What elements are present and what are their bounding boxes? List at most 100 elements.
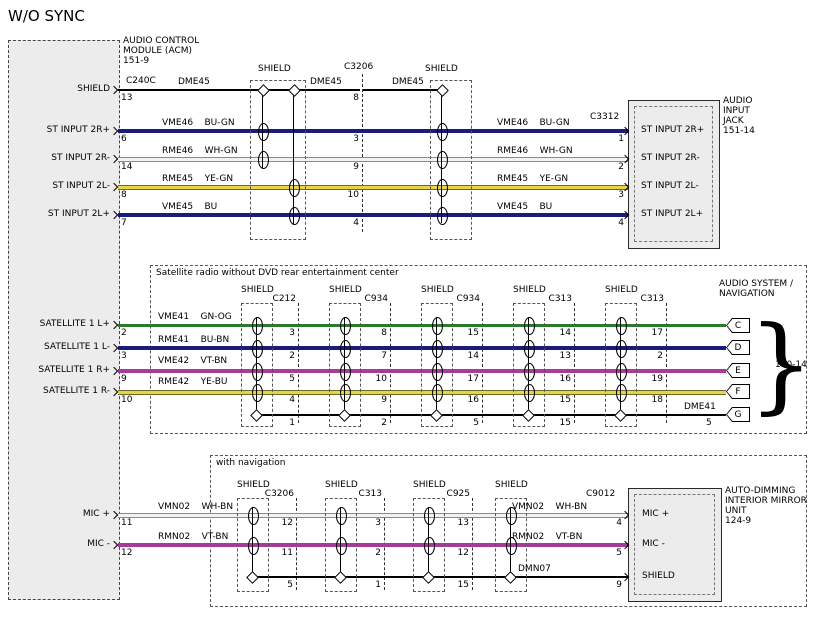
acm-pin-label: SHIELD — [77, 84, 110, 94]
pin-number: 10 — [375, 374, 387, 384]
audio-system-title-line2: NAVIGATION — [719, 289, 775, 299]
connector-label: C313 — [640, 294, 664, 304]
shield-label: SHIELD — [325, 480, 358, 490]
wire-label: RME46 WH-GN — [497, 146, 573, 156]
wire-segment — [256, 414, 726, 416]
connector-label-c3312: C3312 — [590, 112, 620, 122]
acm-pin-label: MIC + — [82, 509, 110, 519]
shield-oval-icon — [524, 340, 535, 358]
pin-number: 5 — [287, 580, 293, 590]
pin-number: 8 — [121, 190, 127, 200]
navigation-section-box — [210, 455, 807, 607]
pin-number: 7 — [381, 351, 387, 361]
acm-pin-label: SATELLITE 1 R- — [43, 386, 110, 396]
shield-label: SHIELD — [241, 285, 274, 295]
acm-pin-label: MIC - — [87, 539, 110, 549]
pin-number: 11 — [281, 548, 293, 558]
mirror-unit-inner — [634, 494, 715, 595]
shield-oval-icon — [252, 317, 263, 335]
pin-number: 14 — [121, 162, 133, 172]
shield-label: SHIELD — [329, 285, 362, 295]
wire-st-input-2r-minus — [118, 157, 628, 162]
acm-pin-label: ST INPUT 2R- — [51, 153, 110, 163]
circuit-tag-d: D — [726, 340, 750, 355]
audio-system-title-line1: AUDIO SYSTEM / — [719, 279, 794, 289]
shield-label: SHIELD — [605, 285, 638, 295]
wire-label: RME42 YE-BU — [158, 377, 228, 387]
wire-label: RMN02 VT-BN — [512, 532, 583, 542]
wire-label: DME45 — [310, 77, 342, 87]
pin-number: 12 — [121, 548, 133, 558]
jack-pin-label: ST INPUT 2R+ — [641, 125, 705, 135]
pin-number: 16 — [559, 374, 571, 384]
shield-label: SHIELD — [495, 480, 528, 490]
shield-box — [413, 498, 445, 592]
connector-label-c9012: C9012 — [586, 489, 616, 499]
shield-oval-icon — [437, 179, 448, 197]
wire-label: RME45 YE-GN — [162, 174, 234, 184]
pin-number: 13 — [121, 93, 133, 103]
wire-st-input-2l-minus — [118, 185, 628, 190]
wire-label: RME45 YE-GN — [497, 174, 569, 184]
connector-line-c212 — [298, 303, 299, 423]
shield-oval-icon — [432, 317, 443, 335]
pin-number: 16 — [467, 395, 479, 405]
pin-number: 4 — [289, 395, 295, 405]
pin-number: 14 — [559, 328, 571, 338]
shield-box — [250, 80, 306, 240]
satellite-section-label: Satellite radio without DVD rear enterta… — [156, 268, 399, 278]
audio-input-jack-box — [628, 100, 720, 249]
shield-oval-icon — [252, 384, 263, 402]
wire-label: DME45 — [178, 77, 210, 87]
pin-number: 3 — [121, 351, 127, 361]
wire-label: VMN02 WH-BN — [158, 502, 234, 512]
pin-number: 4 — [616, 518, 622, 528]
pin-number: 7 — [121, 218, 127, 228]
shield-box — [513, 303, 545, 427]
shield-oval-icon — [340, 317, 351, 335]
shield-oval-icon — [248, 507, 259, 525]
acm-pin-label: ST INPUT 2R+ — [46, 125, 110, 135]
wire-satellite-1l-plus — [118, 324, 726, 327]
pin-number: 2 — [618, 162, 624, 172]
jack-pin-label: ST INPUT 2L- — [641, 181, 699, 191]
pin-number: 2 — [289, 351, 295, 361]
shield-label: SHIELD — [513, 285, 546, 295]
wire-label: RME46 WH-GN — [162, 146, 238, 156]
pin-number: 13 — [559, 351, 571, 361]
connector-line-c934a — [390, 303, 391, 423]
shield-box — [241, 303, 273, 427]
acm-title-line2: MODULE (ACM) — [123, 46, 192, 56]
shield-oval-icon — [336, 507, 347, 525]
pin-number: 2 — [121, 328, 127, 338]
wire-st-input-2r-plus — [118, 129, 628, 133]
connector-label: C934 — [456, 294, 480, 304]
jack-title-ref: 151-14 — [723, 126, 755, 136]
shield-oval-icon — [340, 384, 351, 402]
shield-oval-icon — [524, 363, 535, 381]
shield-box — [329, 303, 361, 427]
shield-oval-icon — [258, 123, 269, 141]
wire-mic-minus — [118, 543, 628, 547]
wire-label: VME41 GN-OG — [158, 312, 232, 322]
pin-number: 3 — [289, 328, 295, 338]
shield-box — [430, 80, 472, 240]
jack-title-line1: AUDIO — [723, 96, 753, 106]
pin-number: 8 — [381, 328, 387, 338]
pin-number: 3 — [353, 134, 359, 144]
pin-number: 2 — [657, 351, 663, 361]
circuit-tag-letter: D — [734, 342, 742, 353]
shield-box — [421, 303, 453, 427]
shield-oval-icon — [289, 207, 300, 225]
page-title: W/O SYNC — [8, 7, 85, 25]
jack-title-line2: INPUT — [723, 106, 750, 116]
mirror-title-ref: 124-9 — [725, 516, 752, 526]
mirror-pin-label: MIC - — [642, 539, 665, 549]
audio-input-jack-inner — [634, 106, 713, 242]
pin-number: 4 — [618, 218, 624, 228]
shield-oval-icon — [506, 537, 517, 555]
connector-label-c3206: C3206 — [344, 62, 374, 72]
circuit-tag-letter: G — [734, 409, 742, 420]
circuit-tag-g: G — [726, 407, 750, 422]
pin-number: 9 — [121, 374, 127, 384]
